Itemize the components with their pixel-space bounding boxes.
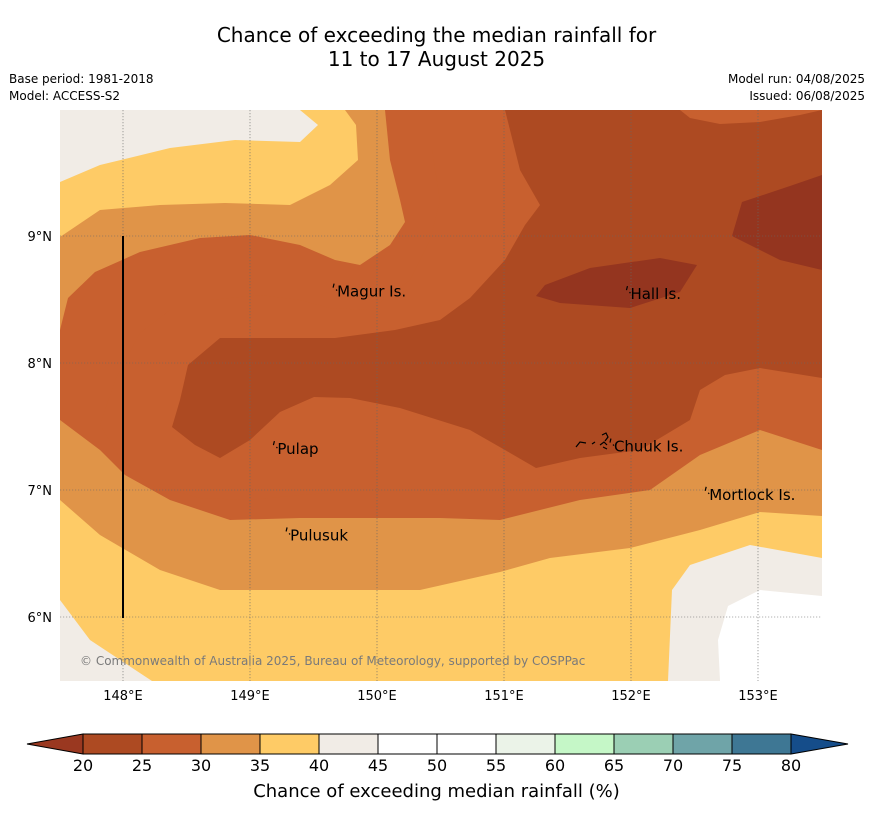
colorbar-swatch	[436, 733, 497, 755]
colorbar-swatch	[82, 733, 143, 755]
lon-tick-label: 152°E	[611, 689, 651, 704]
place-label: Pulusuk	[290, 526, 348, 544]
meta-left: Base period: 1981-2018 Model: ACCESS-S2	[9, 71, 154, 105]
lon-tick-label: 150°E	[357, 689, 397, 704]
place-labels: Magur Is. Hall Is. Pulap Chuuk Is. Mortlock …	[272, 283, 795, 544]
colorbar-tick-label: 55	[486, 756, 506, 775]
model-name: Model: ACCESS-S2	[9, 89, 121, 103]
lat-tick-label: 6°N	[28, 611, 53, 626]
colorbar-high-arrow	[790, 733, 849, 755]
contour-fills	[60, 110, 822, 681]
colorbar-label: Chance of exceeding median rainfall (%)	[253, 781, 620, 802]
colorbar-tick-label: 25	[132, 756, 152, 775]
chuuk-lagoon-islands	[575, 432, 609, 450]
colorbar-tick-label: 45	[368, 756, 388, 775]
island-marker	[625, 286, 631, 294]
island-marker	[285, 527, 291, 535]
colorbar-tick-label: 50	[427, 756, 447, 775]
colorbar-swatch	[318, 733, 379, 755]
model-run: Model run: 04/08/2025	[727, 72, 865, 86]
colorbar-swatch	[495, 733, 556, 755]
lat-tick-label: 8°N	[28, 357, 53, 372]
colorbar-swatch	[613, 733, 674, 755]
island-marker	[272, 440, 278, 449]
latitude-ticks: 9°N 8°N 7°N 6°N	[28, 230, 53, 626]
lat-tick-label: 7°N	[28, 484, 53, 499]
fill-below-20-hall	[536, 258, 697, 308]
place-label: Pulap	[277, 440, 318, 458]
colorbar-tick-label: 60	[545, 756, 565, 775]
lon-tick-label: 151°E	[484, 689, 524, 704]
island-marker	[704, 486, 710, 495]
place-label: Hall Is.	[630, 285, 681, 303]
colorbar-swatch	[377, 733, 438, 755]
colorbar-swatch	[731, 733, 792, 755]
colorbar-tick-label: 40	[309, 756, 329, 775]
map-title-line1: Chance of exceeding the median rainfall …	[216, 23, 657, 47]
lat-tick-label: 9°N	[28, 230, 53, 245]
lon-tick-label: 153°E	[738, 689, 778, 704]
place-label: Chuuk Is.	[614, 438, 683, 456]
fill-below-20-east	[732, 175, 822, 270]
copyright-text: © Commonwealth of Australia 2025, Bureau…	[80, 654, 585, 668]
lon-tick-label: 149°E	[230, 689, 270, 704]
colorbar-tick-label: 20	[73, 756, 93, 775]
colorbar-tick-label: 30	[191, 756, 211, 775]
colorbar-tick-label: 80	[781, 756, 801, 775]
colorbar-tick-label: 65	[604, 756, 624, 775]
colorbar-swatch	[554, 733, 615, 755]
colorbar: 20 25 30 35 40 45 50 55 60 65 70 75 80	[26, 733, 849, 775]
meta-right: Model run: 04/08/2025 Issued: 06/08/2025	[728, 71, 865, 105]
fill-20-25-core	[172, 110, 822, 468]
fill-25-30-ne	[680, 110, 822, 124]
issued-date: Issued: 06/08/2025	[749, 89, 865, 103]
colorbar-low-arrow	[26, 733, 84, 755]
lon-tick-label: 148°E	[103, 689, 143, 704]
island-marker	[609, 438, 615, 446]
colorbar-swatch	[141, 733, 202, 755]
place-label: Mortlock Is.	[709, 486, 795, 504]
island-marker	[332, 283, 338, 292]
longitude-ticks: 148°E 149°E 150°E 151°E 152°E 153°E	[103, 689, 778, 704]
colorbar-tick-label: 75	[722, 756, 742, 775]
colorbar-swatch	[259, 733, 320, 755]
colorbar-tick-label: 70	[663, 756, 683, 775]
base-period: Base period: 1981-2018	[9, 72, 154, 86]
colorbar-swatch	[200, 733, 261, 755]
place-label: Magur Is.	[337, 283, 406, 301]
map-title-line2: 11 to 17 August 2025	[327, 47, 546, 71]
colorbar-swatch	[672, 733, 733, 755]
colorbar-tick-label: 35	[250, 756, 270, 775]
